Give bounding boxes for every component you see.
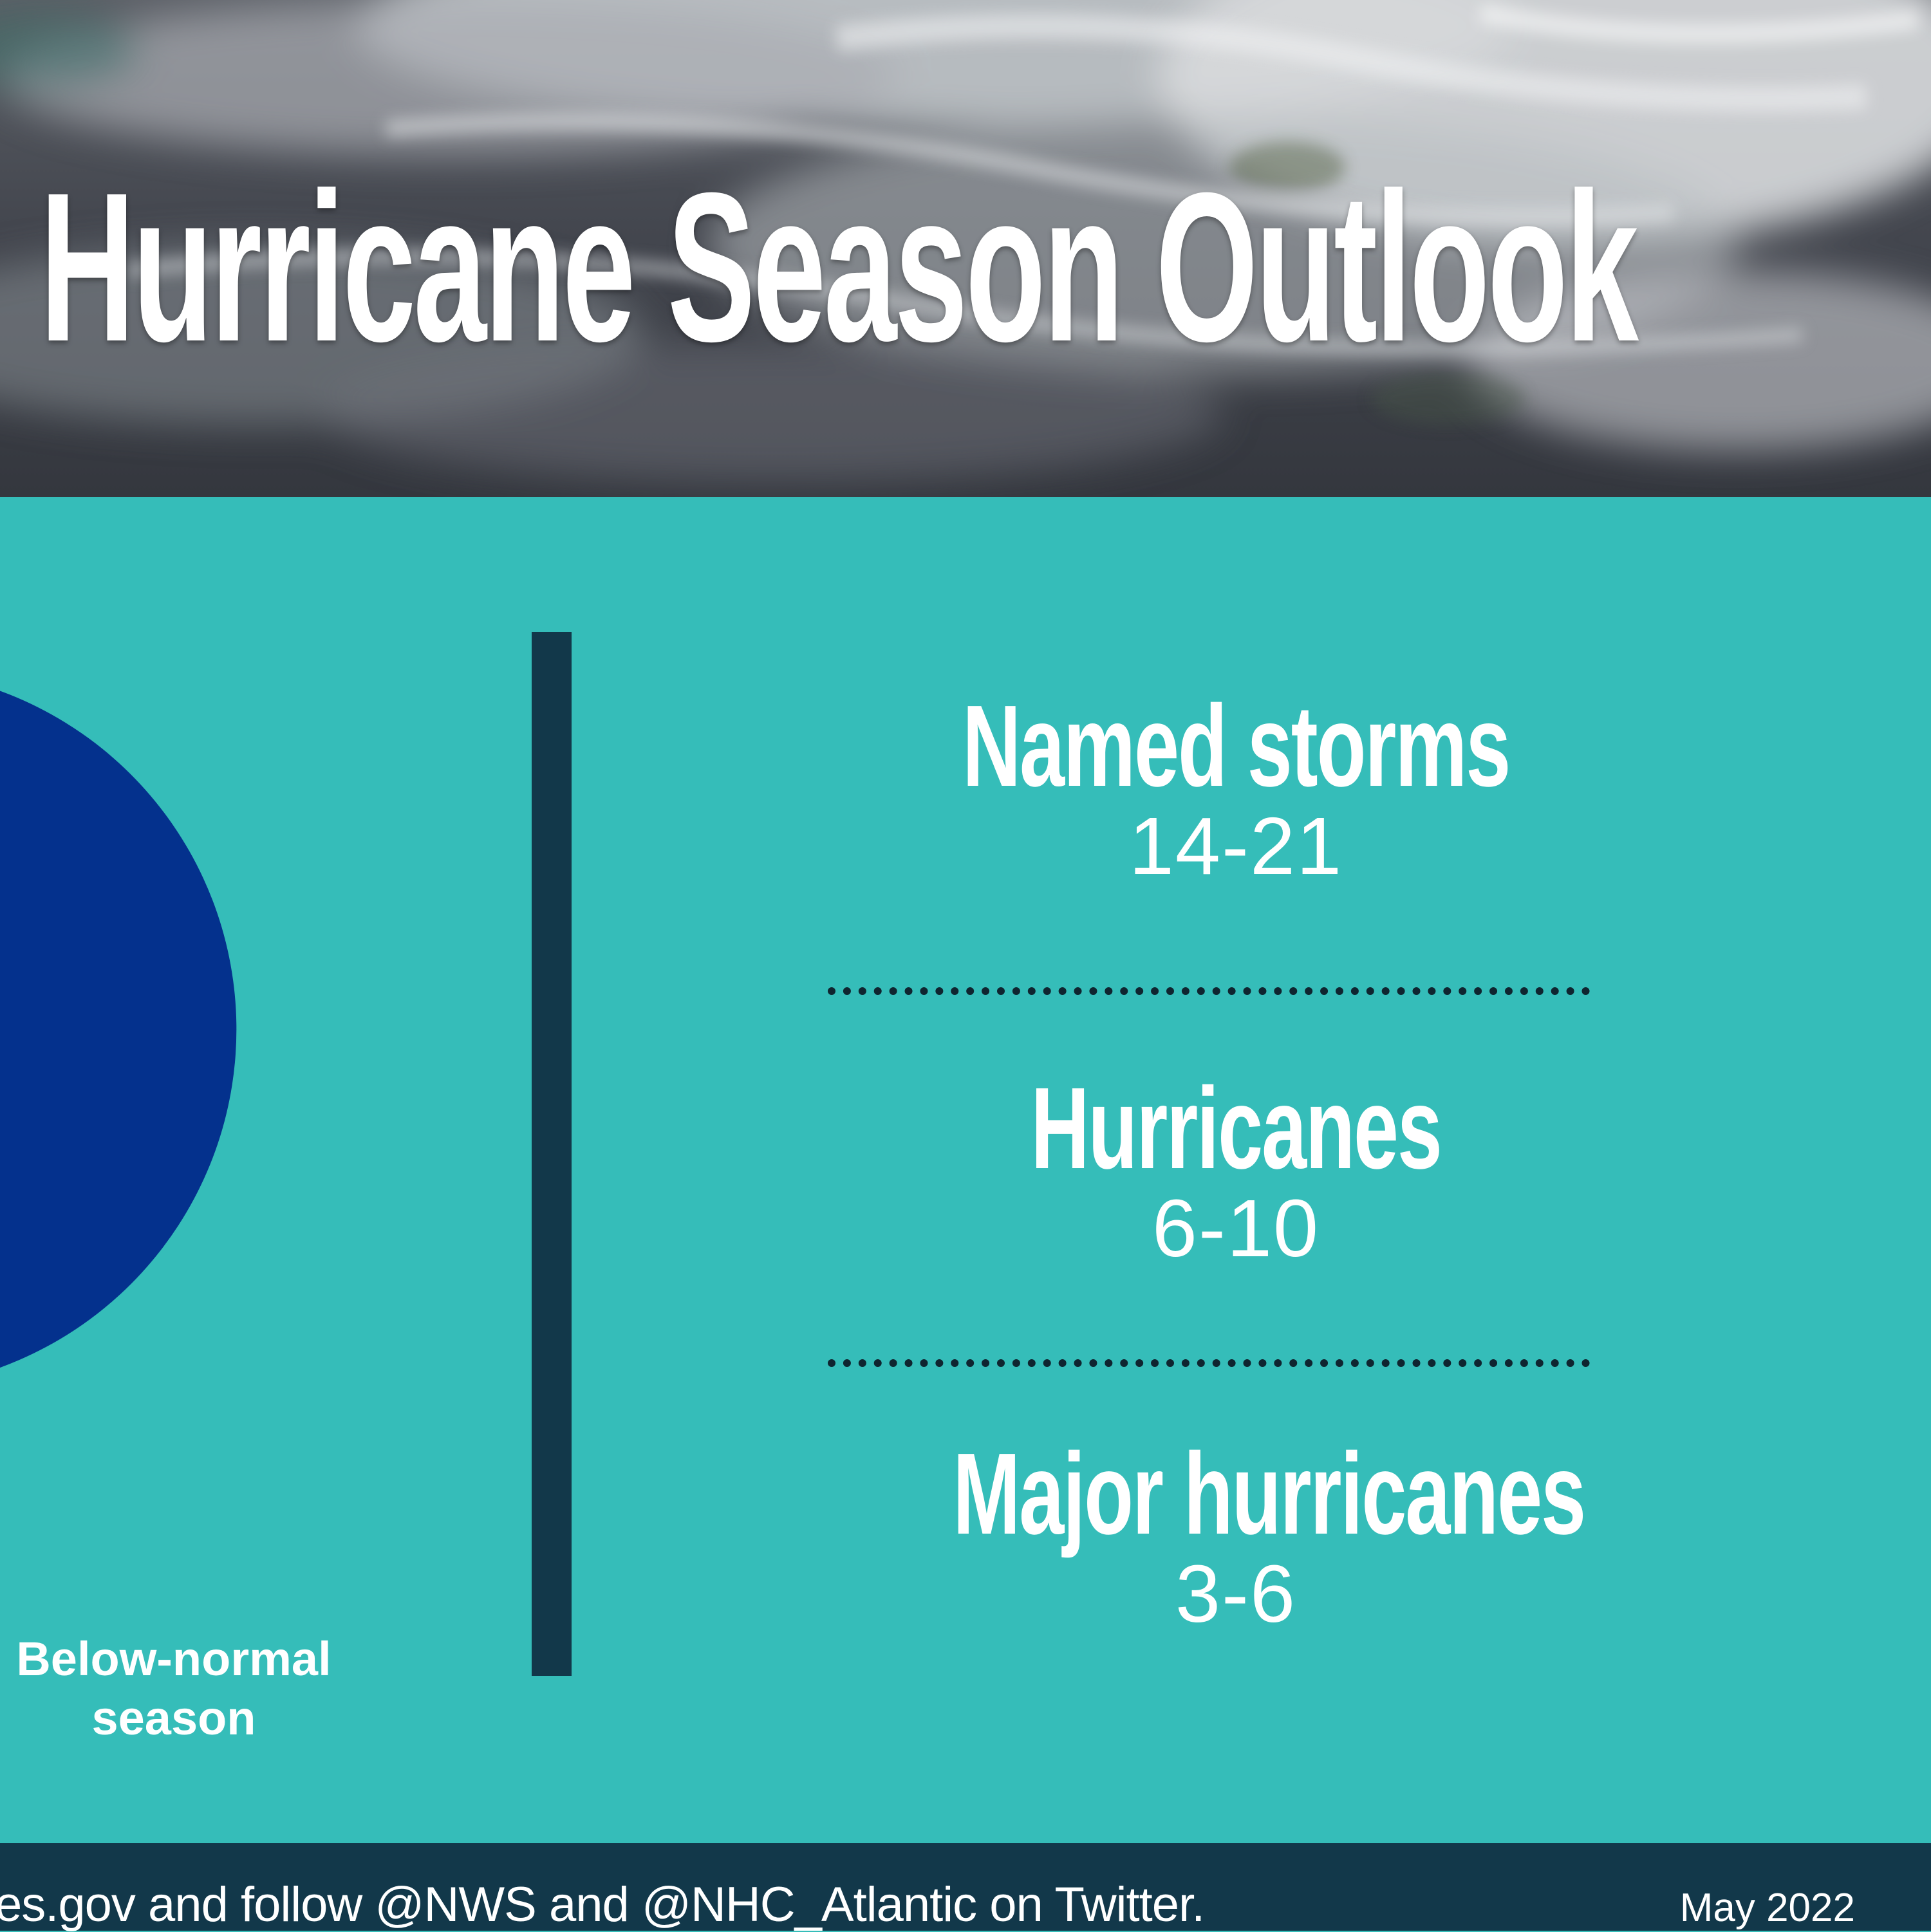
stat-named-storms: Named storms 14-21 xyxy=(817,689,1654,887)
stat-name: Hurricanes xyxy=(1031,1064,1442,1193)
satellite-cloud-image xyxy=(0,0,1931,483)
stat-major-hurricanes: Major hurricanes 3-6 xyxy=(817,1436,1654,1635)
season-label-line1: Below-normal xyxy=(16,1632,331,1686)
footer-bar: es.gov and follow @NWS and @NHC_Atlantic… xyxy=(0,1843,1931,1931)
stat-hurricanes: Hurricanes 6-10 xyxy=(817,1071,1654,1269)
stat-value: 14-21 xyxy=(1128,801,1343,891)
below-normal-slice xyxy=(0,691,237,1368)
vertical-divider xyxy=(532,632,572,1676)
season-label-line2: season xyxy=(91,1691,256,1745)
satellite-banner: Hurricane Season Outlook xyxy=(0,0,1931,497)
dotted-separator xyxy=(828,987,1590,995)
stat-value: 3-6 xyxy=(1175,1548,1297,1639)
stat-value: 6-10 xyxy=(1152,1183,1320,1274)
season-label: Below-normal season xyxy=(0,1630,348,1748)
page-title: Hurricane Season Outlook xyxy=(40,148,1639,385)
footer-date: May 2022 xyxy=(1679,1886,1855,1930)
stat-name: Major hurricanes xyxy=(953,1429,1586,1559)
season-probability-pie xyxy=(0,691,237,1368)
stat-name: Named storms xyxy=(962,682,1511,811)
footer-text: es.gov and follow @NWS and @NHC_Atlantic… xyxy=(0,1877,1205,1932)
outlook-panel: Below-normal season Named storms 14-21 H… xyxy=(0,497,1931,1843)
dotted-separator xyxy=(828,1359,1590,1367)
